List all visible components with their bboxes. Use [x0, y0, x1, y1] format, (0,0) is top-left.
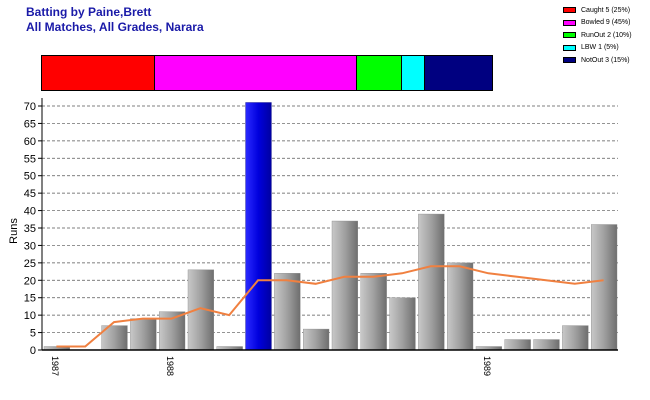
- y-tick-label: 35: [24, 223, 36, 235]
- dismissal-distribution-bar: [41, 55, 493, 91]
- bar: [274, 273, 301, 351]
- legend-swatch: [563, 7, 576, 14]
- distribution-segment: [357, 56, 402, 90]
- legend-item: Bowled 9 (45%): [563, 17, 632, 30]
- y-tick-label: 10: [24, 310, 36, 322]
- y-tick-label: 5: [30, 328, 36, 340]
- y-tick-label: 30: [24, 240, 36, 252]
- y-tick-label: 25: [24, 258, 36, 270]
- x-tick-label: 1989: [482, 356, 492, 376]
- bar: [562, 325, 589, 351]
- bar: [130, 318, 157, 351]
- legend-swatch: [563, 44, 576, 51]
- distribution-segment: [402, 56, 425, 90]
- legend-label: LBW 1 (5%): [581, 44, 619, 52]
- legend: Caught 5 (25%) Bowled 9 (45%) RunOut 2 (10…: [563, 4, 632, 67]
- bar: [331, 220, 358, 351]
- legend-label: Caught 5 (25%): [581, 6, 631, 14]
- x-tick-label: 1987: [50, 356, 60, 376]
- distribution-segment: [42, 56, 155, 90]
- y-tick-label: 45: [24, 188, 36, 200]
- y-tick-label: 60: [24, 136, 36, 148]
- chart-title: Batting by Paine,Brett: [26, 5, 152, 19]
- y-tick-label: 65: [24, 118, 36, 130]
- y-tick-label: 15: [24, 293, 36, 305]
- y-tick-label: 20: [24, 275, 36, 287]
- distribution-segment: [154, 56, 357, 90]
- distribution-segment: [424, 56, 492, 90]
- y-tick-label: 50: [24, 171, 36, 183]
- legend-item: NotOut 3 (15%): [563, 54, 632, 67]
- trend-line: [56, 265, 604, 348]
- bar: [360, 273, 387, 351]
- y-tick-label: 70: [24, 101, 36, 113]
- y-tick-label: 40: [24, 206, 36, 218]
- legend-swatch: [563, 57, 576, 64]
- bar: [303, 328, 330, 351]
- chart-subtitle: All Matches, All Grades, Narara: [26, 20, 204, 34]
- y-tick-label: 0: [30, 345, 36, 357]
- bar: [245, 102, 272, 351]
- y-tick-label: 55: [24, 153, 36, 165]
- legend-item: LBW 1 (5%): [563, 42, 632, 55]
- legend-label: Bowled 9 (45%): [581, 19, 631, 27]
- bar: [504, 339, 531, 351]
- legend-label: RunOut 2 (10%): [581, 31, 632, 39]
- x-tick-label: 1988: [165, 356, 175, 376]
- y-axis-label: Runs: [8, 218, 20, 244]
- legend-label: NotOut 3 (15%): [581, 56, 630, 64]
- legend-swatch: [563, 19, 576, 26]
- bar: [389, 297, 416, 351]
- bar: [533, 339, 560, 351]
- bar: [591, 224, 618, 351]
- legend-swatch: [563, 32, 576, 39]
- bar: [418, 213, 445, 351]
- bar: [447, 262, 474, 351]
- legend-item: Caught 5 (25%): [563, 4, 632, 17]
- legend-item: RunOut 2 (10%): [563, 29, 632, 42]
